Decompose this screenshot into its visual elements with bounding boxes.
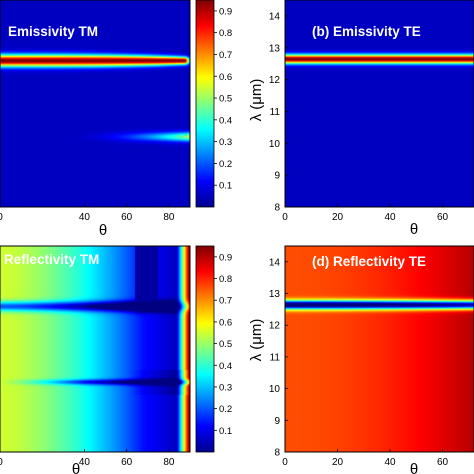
colorbar-tick-label: 0.1 (219, 181, 232, 192)
x-tick-label: 80 (163, 212, 175, 223)
colorbar-tick-label: 0.6 (219, 72, 232, 83)
y-ticks-b: 8 9 10 11 12 13 14 (269, 11, 288, 214)
heatmap-emissivity-te (285, 0, 474, 207)
y-tick-label: 9 (274, 416, 280, 427)
plot-frame-c (0, 245, 191, 453)
colorbar-tick-label: 0.8 (219, 28, 232, 39)
y-tick-label: 12 (269, 321, 281, 332)
y-tick-label: 8 (274, 448, 280, 459)
colorbar-tick-label: 0.3 (219, 137, 232, 148)
x-axis-label-d: θ (410, 461, 418, 474)
colorbar-tick-label: 0.4 (219, 115, 232, 126)
y-tick-label: 14 (269, 257, 281, 268)
colorbar-tick-label: 0.2 (219, 159, 232, 170)
panel-title-a: Emissivity TM (8, 24, 98, 39)
panel-title-b: (b) Emissivity TE (312, 24, 421, 39)
colorbar-c: 0.1 0.2 0.3 0.4 0.5 0.6 0.7 0.8 0.9 (195, 245, 232, 453)
x-axis-label-b: θ (410, 221, 418, 238)
colorbar-a: 0.1 0.2 0.3 0.4 0.5 0.6 0.7 0.8 0.9 (195, 0, 232, 208)
colorbar-tick-label: 0.6 (219, 317, 232, 328)
y-tick-label: 10 (269, 139, 281, 150)
x-tick-label: 60 (437, 212, 449, 223)
panel-reflectivity-tm: Reflectivity TM 0 40 60 80 θ (0, 245, 191, 474)
x-axis-label-a: θ (99, 222, 107, 239)
x-ticks-b: 0 20 40 60 (282, 204, 448, 223)
x-axis-label-c: θ (72, 461, 80, 474)
y-tick-label: 11 (270, 352, 281, 363)
x-tick-label: 80 (163, 457, 175, 468)
colorbar-tick-label: 0.4 (219, 361, 232, 372)
x-tick-label: 0 (282, 457, 288, 468)
colorbar-a-ticks: 0.1 0.2 0.3 0.4 0.5 0.6 0.7 0.8 0.9 (214, 6, 232, 192)
y-tick-label: 9 (274, 171, 280, 182)
x-tick-label: 40 (79, 457, 91, 468)
x-tick-label: 40 (384, 212, 396, 223)
x-ticks-d: 0 20 40 60 (282, 449, 448, 468)
colorbar-tick-label: 0.9 (219, 252, 232, 263)
panel-emissivity-tm: Emissivity TM 0 40 60 80 θ (0, 0, 191, 239)
x-tick-label: 20 (332, 457, 344, 468)
panel-title-c: Reflectivity TM (4, 252, 99, 267)
y-tick-label: 10 (269, 384, 281, 395)
x-tick-label: 40 (79, 212, 91, 223)
colorbar-c-ticks: 0.1 0.2 0.3 0.4 0.5 0.6 0.7 0.8 0.9 (214, 252, 232, 437)
y-axis-label-d: λ (μm) (248, 319, 265, 362)
colorbar-tick-label: 0.7 (219, 296, 232, 307)
y-tick-label: 14 (269, 11, 281, 22)
plot-frame-b (284, 0, 474, 208)
y-ticks-d: 8 9 10 11 12 13 14 (269, 257, 288, 459)
heatmap-emissivity-tm (0, 0, 190, 207)
x-tick-label: 20 (332, 212, 344, 223)
colorbar-tick-label: 0.7 (219, 50, 232, 61)
x-tick-label: 0 (0, 457, 3, 468)
x-tick-label: 0 (0, 212, 3, 223)
y-tick-label: 11 (270, 107, 281, 118)
y-tick-label: 8 (274, 203, 280, 214)
plot-frame-a (0, 0, 191, 208)
y-axis-label-b: λ (μm) (248, 79, 265, 122)
x-ticks-a: 0 40 60 80 (0, 204, 175, 223)
y-tick-label: 12 (269, 75, 281, 86)
colorbar-c-gradient (195, 245, 215, 453)
panel-title-d: (d) Reflectivity TE (312, 254, 426, 269)
panel-emissivity-te: (b) Emissivity TE 0 20 40 60 8 9 10 11 12 13 14 λ… (248, 0, 474, 238)
panel-reflectivity-te: (d) Reflectivity TE 0 20 40 60 8 9 10 11 12 13 14… (248, 245, 474, 474)
x-tick-label: 40 (384, 457, 396, 468)
x-tick-label: 60 (121, 212, 133, 223)
y-tick-label: 13 (269, 289, 281, 300)
colorbar-tick-label: 0.2 (219, 404, 232, 415)
colorbar-tick-label: 0.1 (219, 426, 232, 437)
x-tick-label: 60 (437, 457, 449, 468)
colorbar-tick-label: 0.3 (219, 382, 232, 393)
x-tick-label: 60 (121, 457, 133, 468)
colorbar-tick-label: 0.9 (219, 6, 232, 17)
plot-frame-d (284, 245, 474, 453)
x-ticks-c: 0 40 60 80 (0, 449, 175, 468)
x-tick-label: 0 (282, 212, 288, 223)
y-tick-label: 13 (269, 43, 281, 54)
colorbar-tick-label: 0.5 (219, 339, 232, 350)
colorbar-a-gradient (195, 0, 215, 208)
colorbar-tick-label: 0.8 (219, 274, 232, 285)
heatmap-reflectivity-te (285, 246, 474, 452)
colorbar-tick-label: 0.5 (219, 94, 232, 105)
heatmap-reflectivity-tm (0, 246, 190, 452)
